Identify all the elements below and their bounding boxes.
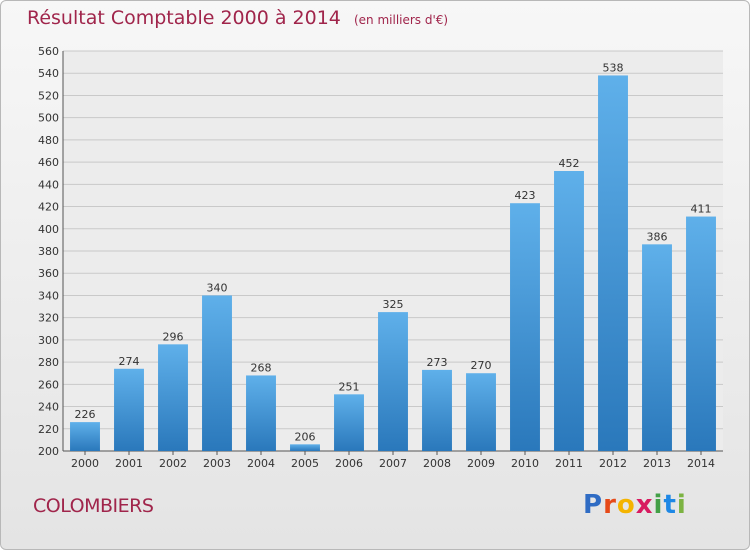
y-tick-label: 560 [38, 45, 59, 58]
y-tick-label: 260 [38, 378, 59, 391]
y-tick-label: 540 [38, 67, 59, 80]
bar [686, 216, 716, 451]
bar-value-label: 206 [295, 430, 316, 443]
bar-value-label: 411 [691, 203, 712, 216]
logo-letter: P [583, 490, 604, 520]
x-tick-label: 2005 [291, 457, 319, 470]
bar-value-label: 386 [647, 230, 668, 243]
x-tick-label: 2012 [599, 457, 627, 470]
y-tick-label: 240 [38, 401, 59, 414]
bar [202, 295, 232, 451]
commune-name: COLOMBIERS [33, 495, 154, 517]
logo-letter: o [616, 490, 636, 520]
logo-letter: x [635, 490, 654, 520]
x-tick-label: 2013 [643, 457, 671, 470]
y-tick-label: 480 [38, 134, 59, 147]
bar-value-label: 274 [119, 355, 140, 368]
logo-letter: r [603, 490, 617, 520]
bar [554, 171, 584, 451]
x-tick-label: 2004 [247, 457, 275, 470]
x-tick-label: 2000 [71, 457, 99, 470]
y-tick-label: 460 [38, 156, 59, 169]
y-tick-label: 280 [38, 356, 59, 369]
y-tick-label: 200 [38, 445, 59, 458]
x-tick-label: 2010 [511, 457, 539, 470]
bar-value-label: 273 [427, 356, 448, 369]
x-tick-label: 2008 [423, 457, 451, 470]
bar [466, 373, 496, 451]
bar-value-label: 423 [515, 189, 536, 202]
bar-value-label: 226 [75, 408, 96, 421]
y-tick-label: 520 [38, 89, 59, 102]
x-tick-label: 2003 [203, 457, 231, 470]
bar-value-label: 268 [251, 361, 272, 374]
y-tick-label: 220 [38, 423, 59, 436]
bar [510, 203, 540, 451]
bar-value-label: 270 [471, 359, 492, 372]
x-tick-label: 2009 [467, 457, 495, 470]
bar [290, 444, 320, 451]
proxiti-logo: Proxiti [583, 490, 687, 520]
chart-subtitle: (en milliers d'€) [353, 13, 449, 27]
x-tick-label: 2002 [159, 457, 187, 470]
bar [642, 244, 672, 451]
y-tick-label: 420 [38, 201, 59, 214]
x-tick-label: 2001 [115, 457, 143, 470]
y-tick-label: 340 [38, 289, 59, 302]
bar [70, 422, 100, 451]
logo-letter: i [653, 490, 664, 520]
y-tick-label: 320 [38, 312, 59, 325]
bar-value-label: 251 [339, 380, 360, 393]
bar [378, 312, 408, 451]
x-tick-label: 2014 [687, 457, 715, 470]
y-tick-label: 400 [38, 223, 59, 236]
y-tick-label: 440 [38, 178, 59, 191]
y-tick-label: 300 [38, 334, 59, 347]
bar [422, 369, 452, 451]
bar [114, 368, 144, 451]
x-tick-label: 2011 [555, 457, 583, 470]
bar-value-label: 452 [559, 157, 580, 170]
y-tick-label: 500 [38, 112, 59, 125]
y-tick-label: 380 [38, 245, 59, 258]
title-row: Résultat Comptable 2000 à 2014 (en milli… [27, 7, 448, 29]
bar-value-label: 296 [163, 330, 184, 343]
bar-value-label: 340 [207, 281, 228, 294]
bar-value-label: 325 [383, 298, 404, 311]
y-tick-label: 360 [38, 267, 59, 280]
bar [246, 375, 276, 451]
bar [158, 344, 188, 451]
bar [598, 75, 628, 451]
logo-letter: i [676, 490, 687, 520]
bar [334, 394, 364, 451]
x-tick-label: 2007 [379, 457, 407, 470]
logo-letter: t [663, 490, 677, 520]
chart-title: Résultat Comptable 2000 à 2014 [27, 7, 341, 29]
bar-value-label: 538 [603, 61, 624, 74]
x-tick-label: 2006 [335, 457, 363, 470]
